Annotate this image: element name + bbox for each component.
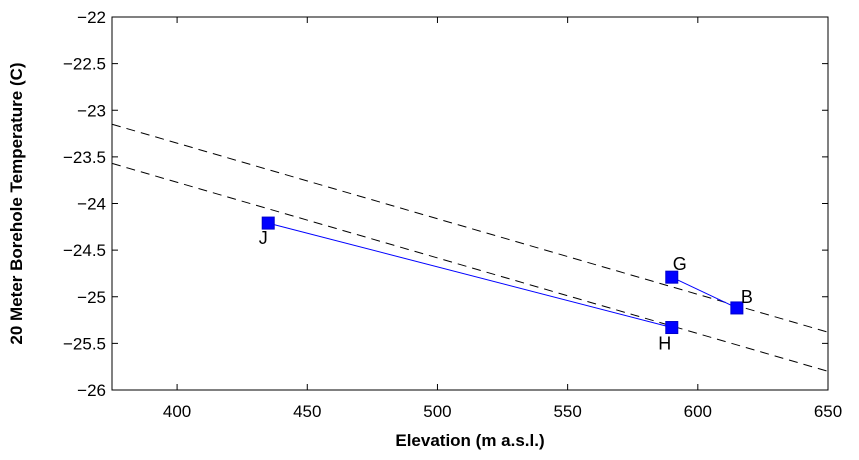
y-tick-label: −23 bbox=[77, 101, 106, 120]
dashed-reference-line-2 bbox=[111, 162, 829, 372]
dashed-reference-line-1 bbox=[111, 123, 829, 333]
x-axis-ticks: 400 450 500 550 600 650 bbox=[163, 17, 842, 421]
data-point-B bbox=[730, 301, 744, 315]
data-point-H bbox=[665, 321, 679, 335]
y-tick-label: −24.5 bbox=[63, 241, 106, 260]
point-label-J: J bbox=[259, 228, 268, 248]
x-tick-label: 600 bbox=[684, 402, 712, 421]
y-tick-label: −25 bbox=[77, 288, 106, 307]
point-label-H: H bbox=[658, 334, 671, 354]
y-tick-label: −26 bbox=[77, 381, 106, 400]
y-tick-label: −23.5 bbox=[63, 148, 106, 167]
x-tick-label: 500 bbox=[423, 402, 451, 421]
data-point-G bbox=[665, 270, 679, 284]
y-axis-ticks: −26 −25.5 −25 −24.5 −24 −23.5 −23 −22.5 −22 bbox=[63, 8, 828, 400]
x-tick-label: 650 bbox=[814, 402, 842, 421]
y-tick-label: −24 bbox=[77, 195, 106, 214]
x-axis-title: Elevation (m a.s.l.) bbox=[395, 431, 544, 450]
point-label-G: G bbox=[673, 254, 687, 274]
data-point-J bbox=[261, 216, 275, 230]
data-series: J H G B bbox=[259, 216, 753, 354]
point-label-B: B bbox=[741, 287, 753, 307]
x-tick-label: 400 bbox=[163, 402, 191, 421]
y-axis-title: 20 Meter Borehole Temperature (C) bbox=[7, 62, 26, 344]
x-tick-label: 550 bbox=[553, 402, 581, 421]
x-tick-label: 450 bbox=[293, 402, 321, 421]
y-tick-label: −22.5 bbox=[63, 55, 106, 74]
series-line-2 bbox=[671, 276, 738, 309]
y-tick-label: −22 bbox=[77, 8, 106, 27]
y-tick-label: −25.5 bbox=[63, 334, 106, 353]
series-line-1 bbox=[268, 222, 672, 329]
plot-area-frame bbox=[111, 16, 829, 391]
reference-lines bbox=[111, 123, 829, 372]
